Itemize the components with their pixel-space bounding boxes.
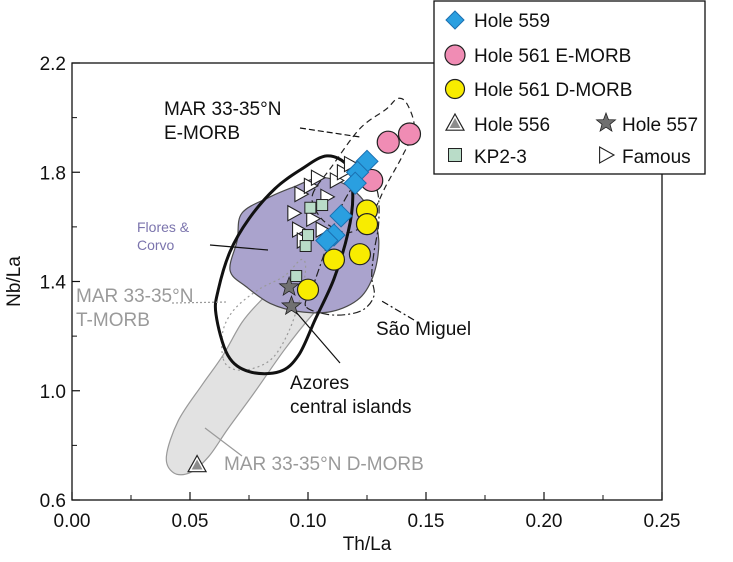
field-5 <box>304 179 380 316</box>
hole-561-d-morb-point-4 <box>296 278 320 301</box>
legend-label-hole-561-e-morb: Hole 561 E-MORB <box>474 46 631 67</box>
famous-point-1 <box>292 221 308 239</box>
x-tick-label-3: 0.15 <box>408 511 445 532</box>
leader-sao-miguel <box>379 299 415 321</box>
kp2-3-point-4 <box>316 199 329 212</box>
points-layer <box>187 122 422 473</box>
hole-561-d-morb-point-1 <box>355 213 379 236</box>
leader-mar-d-morb <box>204 427 243 457</box>
x-tick-label-4: 0.20 <box>526 511 563 532</box>
legend-label-hole-556: Hole 556 <box>474 115 550 136</box>
famous-point-5 <box>310 169 327 187</box>
x-tick-label-1: 0.05 <box>172 511 209 532</box>
label-azores-central-line-0: Azores <box>290 373 349 394</box>
famous-point-10 <box>306 210 322 228</box>
axes-layer: 0.00 0.05 0.10 0.15 0.20 0.25 0.6 1.0 1.4 1.8 2.2 T… <box>4 54 680 555</box>
legend-marker-hole-561-e-morb <box>444 44 466 66</box>
legend-label-kp2-3: KP2-3 <box>474 147 527 168</box>
x-tick-label-2: 0.10 <box>290 511 327 532</box>
kp2-3-point-1 <box>299 239 312 252</box>
kp2-3-point-2 <box>302 229 314 242</box>
hole-561-e-morb-point-1 <box>376 130 400 154</box>
hole-561-e-morb-point-0 <box>397 122 422 146</box>
hole-561-d-morb-point-2 <box>348 243 372 266</box>
field-2 <box>221 258 307 371</box>
legend: Hole 559 Hole 561 E-MORB Hole 561 D-MORB Ho… <box>433 0 706 175</box>
legend-label-hole-561-d-morb: Hole 561 D-MORB <box>474 80 632 101</box>
legend-marker-hole-559 <box>445 10 465 30</box>
label-mar-e-morb-line-0: MAR 33-35°N <box>164 99 281 120</box>
hole-561-d-morb-point-3 <box>322 248 346 271</box>
legend-marker-hole-557 <box>595 111 617 133</box>
x-tick-label-5: 0.25 <box>644 511 681 532</box>
hole-559-point-3 <box>329 204 353 228</box>
label-flores-corvo-line-0: Flores & <box>137 219 190 235</box>
field-4 <box>213 154 355 376</box>
y-tick-label-1: 1.0 <box>40 382 66 403</box>
label-sao-miguel-line-0: São Miguel <box>376 319 471 340</box>
hole-556-point-0 <box>187 454 208 473</box>
y-tick-label-0: 0.6 <box>40 491 66 512</box>
hole-557-point-0 <box>278 275 300 297</box>
legend-marker-hole-556-inner <box>449 118 461 128</box>
hole-556-point-0-inner <box>191 459 203 470</box>
kp2-3-point-3 <box>304 201 317 214</box>
label-flores-corvo-line-1: Corvo <box>137 237 175 253</box>
legend-label-hole-559: Hole 559 <box>474 11 550 32</box>
legend-marker-kp2-3 <box>448 148 462 162</box>
y-tick-label-2: 1.4 <box>40 273 67 294</box>
label-mar-t-morb-line-0: MAR 33-35°N <box>76 286 193 307</box>
leader-mar-t-morb <box>171 301 229 304</box>
leader-mar-e-morb <box>299 127 361 138</box>
y-tick-label-4: 2.2 <box>40 54 66 75</box>
kp2-3-point-0 <box>290 270 303 283</box>
legend-label-famous: Famous <box>622 147 691 168</box>
legend-marker-famous <box>599 146 616 164</box>
x-tick-label-0: 0.00 <box>54 511 91 532</box>
leader-azores-central <box>295 311 341 364</box>
famous-point-0 <box>287 204 303 222</box>
hole-559-point-5 <box>315 228 339 253</box>
hole-557-point-1 <box>280 294 303 316</box>
legend-marker-hole-556 <box>444 112 466 131</box>
annotations-layer: MAR 33-35°N E-MORB Flores & Corvo MAR 33-35°… <box>76 99 471 475</box>
hole-559-point-2 <box>343 171 367 195</box>
label-mar-e-morb-line-1: E-MORB <box>164 123 240 144</box>
x-axis-title: Th/La <box>343 534 392 555</box>
label-mar-t-morb-line-1: T-MORB <box>76 310 150 331</box>
legend-marker-hole-561-d-morb <box>444 78 466 100</box>
leader-flores-corvo <box>209 244 269 251</box>
legend-label-hole-557: Hole 557 <box>622 115 698 136</box>
label-azores-central-line-1: central islands <box>290 397 411 418</box>
famous-point-3 <box>294 185 310 203</box>
y-axis-title: Nb/La <box>4 256 25 307</box>
y-tick-label-3: 1.8 <box>40 163 66 184</box>
legend-box <box>433 0 706 175</box>
label-mar-d-morb-line-0: MAR 33-35°N D-MORB <box>224 454 424 475</box>
